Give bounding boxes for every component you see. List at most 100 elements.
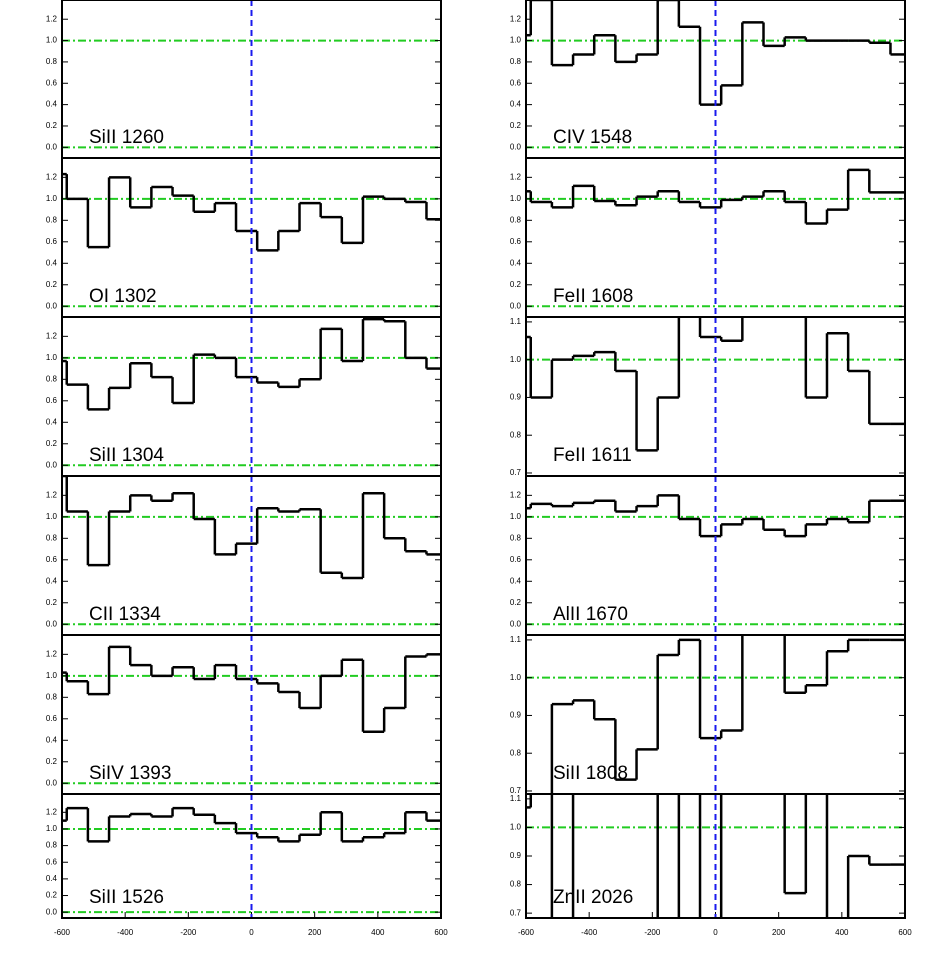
y-tick-label: 0.2 — [46, 891, 58, 900]
y-tick-label: 0.8 — [510, 430, 522, 439]
y-tick-label: 0.7 — [510, 786, 522, 795]
plot-area — [526, 794, 905, 918]
line-label: SiII 1304 — [89, 445, 164, 466]
y-tick-label: 0.8 — [46, 841, 58, 850]
y-tick-label: 0.4 — [46, 417, 58, 426]
x-tick-label: -600 — [54, 928, 71, 937]
line-label: FeII 1608 — [553, 286, 633, 307]
panel: 0.0 0.2 0.4 0.6 0.8 1.0 1.2 SiII 1260 — [46, 0, 442, 159]
panel: 0.7 0.8 0.9 1.0 1.1 FeII 1611 — [510, 316, 906, 477]
y-tick-label: 0.8 — [46, 533, 58, 542]
x-tick-label: 200 — [308, 928, 322, 937]
y-tick-label: 0.2 — [46, 757, 58, 766]
y-tick-label: 0.8 — [510, 748, 522, 757]
y-tick-label: 1.0 — [510, 36, 522, 45]
plot-area — [526, 168, 905, 308]
y-tick-label: 0.4 — [46, 735, 58, 744]
y-tick-label: 0.8 — [46, 57, 58, 66]
y-tick-label: 0.4 — [46, 100, 58, 109]
x-tick-label: -400 — [581, 928, 598, 937]
x-tick-label: 400 — [371, 928, 385, 937]
plot-area — [62, 172, 441, 308]
y-tick-label: 0.0 — [510, 301, 522, 310]
y-tick-label: 0.2 — [46, 121, 58, 130]
y-tick-label: 1.2 — [46, 490, 58, 499]
y-tick-label: 0.2 — [510, 280, 522, 289]
y-tick-label: 1.0 — [46, 194, 58, 203]
y-tick-label: 0.6 — [46, 857, 58, 866]
panel: 0.0 0.2 0.4 0.6 0.8 1.0 1.2 CIV 1548 — [510, 0, 906, 159]
y-tick-label: 0.4 — [510, 576, 522, 585]
panel: 0.7 0.8 0.9 1.0 1.1 SiII 1808 — [510, 634, 906, 795]
line-label: CII 1334 — [89, 604, 161, 625]
y-tick-label: 0.0 — [46, 907, 58, 916]
plot-area — [526, 494, 905, 626]
y-tick-label: 0.4 — [46, 258, 58, 267]
y-tick-label: 1.2 — [510, 490, 522, 499]
y-tick-label: 0.2 — [46, 280, 58, 289]
y-tick-label: 0.6 — [46, 555, 58, 564]
plot-area — [62, 645, 441, 785]
y-tick-label: 0.6 — [46, 714, 58, 723]
y-tick-label: 0.6 — [510, 237, 522, 246]
y-tick-label: 1.2 — [46, 331, 58, 340]
line-label: SiII 1260 — [89, 127, 164, 148]
y-tick-label: 0.8 — [46, 692, 58, 701]
y-tick-label: 1.0 — [510, 194, 522, 203]
x-tick-label: 600 — [434, 928, 448, 937]
y-tick-label: 0.8 — [46, 215, 58, 224]
y-tick-label: 1.0 — [510, 355, 522, 364]
y-tick-label: 0.0 — [46, 778, 58, 787]
x-tick-label: 200 — [772, 928, 786, 937]
line-label: CIV 1548 — [553, 127, 632, 148]
y-tick-label: 1.2 — [46, 649, 58, 658]
y-tick-label: 0.6 — [46, 237, 58, 246]
y-tick-label: 1.2 — [510, 172, 522, 181]
y-tick-label: 0.7 — [510, 908, 522, 917]
x-tick-label: 0 — [713, 928, 718, 937]
y-tick-label: 0.2 — [510, 121, 522, 130]
y-tick-label: 1.0 — [46, 36, 58, 45]
y-tick-label: 0.4 — [46, 874, 58, 883]
plot-area — [62, 317, 441, 467]
y-tick-label: 0.6 — [510, 555, 522, 564]
y-tick-label: 0.2 — [510, 598, 522, 607]
line-label: SiII 1808 — [553, 763, 628, 784]
panel-frame — [61, 793, 442, 919]
y-tick-label: 0.9 — [510, 851, 522, 860]
x-tick-label: -200 — [644, 928, 661, 937]
plot-area — [526, 317, 905, 452]
y-tick-label: 1.0 — [510, 673, 522, 682]
y-tick-label: 0.0 — [46, 460, 58, 469]
y-tick-label: 0.9 — [510, 711, 522, 720]
y-tick-label: 0.6 — [46, 396, 58, 405]
x-tick-label: -600 — [518, 928, 535, 937]
line-label: FeII 1611 — [553, 445, 632, 466]
y-tick-label: 0.9 — [510, 393, 522, 402]
line-label: SiIV 1393 — [89, 763, 171, 784]
plot-area — [526, 635, 905, 794]
panel: 0.0 0.2 0.4 0.6 0.8 1.0 1.2 OI 1302 — [46, 157, 442, 318]
y-tick-label: 0.6 — [46, 78, 58, 87]
panel: 0.0 0.2 0.4 0.6 0.8 1.0 1.2 FeII 1608 — [510, 157, 906, 318]
x-tick-label: 400 — [835, 928, 849, 937]
y-tick-label: 0.8 — [510, 533, 522, 542]
y-tick-label: 0.8 — [510, 215, 522, 224]
y-tick-label: 0.4 — [510, 100, 522, 109]
y-tick-label: 1.0 — [510, 512, 522, 521]
y-tick-label: 0.0 — [510, 142, 522, 151]
panel: 0.0 0.2 0.4 0.6 0.8 1.0 1.2 AlII 1670 — [510, 475, 906, 636]
x-tick-label: -400 — [117, 928, 134, 937]
x-tick-label: 0 — [249, 928, 254, 937]
y-tick-label: 0.8 — [510, 57, 522, 66]
panel: 0.0 0.2 0.4 0.6 0.8 1.0 1.2 CII 1334 — [46, 475, 442, 636]
x-tick-label: 600 — [898, 928, 912, 937]
panel: 0.7 0.8 0.9 1.0 1.1 -600 -400 -200 0 200 400 600 ZnI… — [510, 793, 912, 937]
panel: 0.0 0.2 0.4 0.6 0.8 1.0 1.2 SiIV 1393 — [46, 634, 442, 795]
x-tick-label: -200 — [180, 928, 197, 937]
y-tick-label: 0.8 — [46, 374, 58, 383]
y-tick-label: 0.0 — [510, 619, 522, 628]
y-tick-label: 1.2 — [46, 807, 58, 816]
y-tick-label: 0.4 — [510, 258, 522, 267]
